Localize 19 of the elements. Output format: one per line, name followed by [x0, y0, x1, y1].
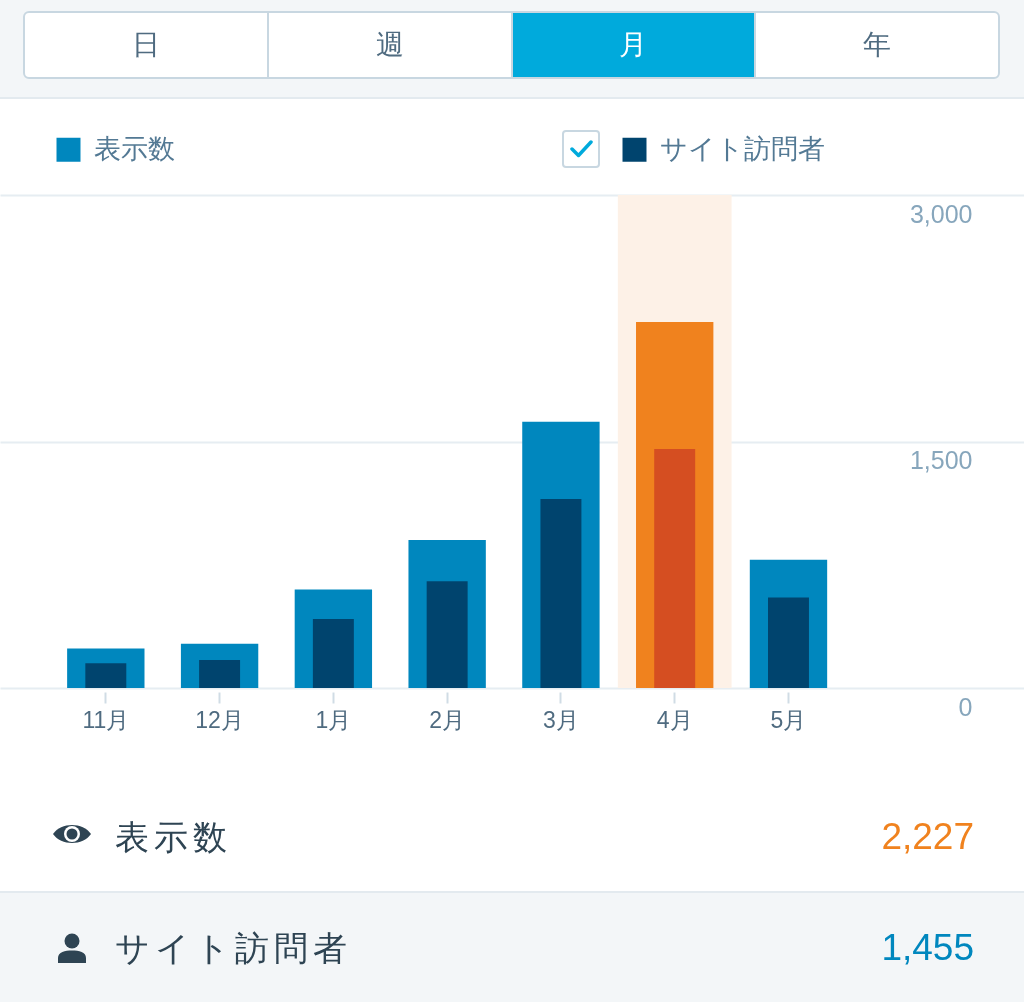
checkbox[interactable]	[562, 130, 600, 168]
legend-label: 表示数	[94, 133, 175, 164]
x-tick-label: 5月	[770, 706, 807, 733]
x-tick-label: 4月	[656, 706, 693, 733]
legend-label: サイト訪問者	[660, 133, 825, 164]
y-tick-label: 3,000	[909, 199, 973, 228]
x-tick-label: 2月	[429, 706, 466, 733]
tab-button[interactable]: 年	[754, 13, 998, 77]
x-tick-label: 1月	[315, 706, 352, 733]
text: サイト訪問者	[115, 928, 352, 967]
y-tick-label: 1,500	[909, 446, 973, 474]
text: 表示数	[115, 817, 232, 856]
x-tick-label: 3月	[543, 706, 579, 733]
x-tick-label: 11月	[82, 706, 130, 733]
tab-button[interactable]: 日	[25, 13, 267, 77]
y-tick-label: 0	[958, 692, 973, 721]
x-tick-label: 12月	[195, 706, 244, 733]
text: 2,227	[881, 815, 974, 857]
text: 1,455	[881, 926, 974, 968]
